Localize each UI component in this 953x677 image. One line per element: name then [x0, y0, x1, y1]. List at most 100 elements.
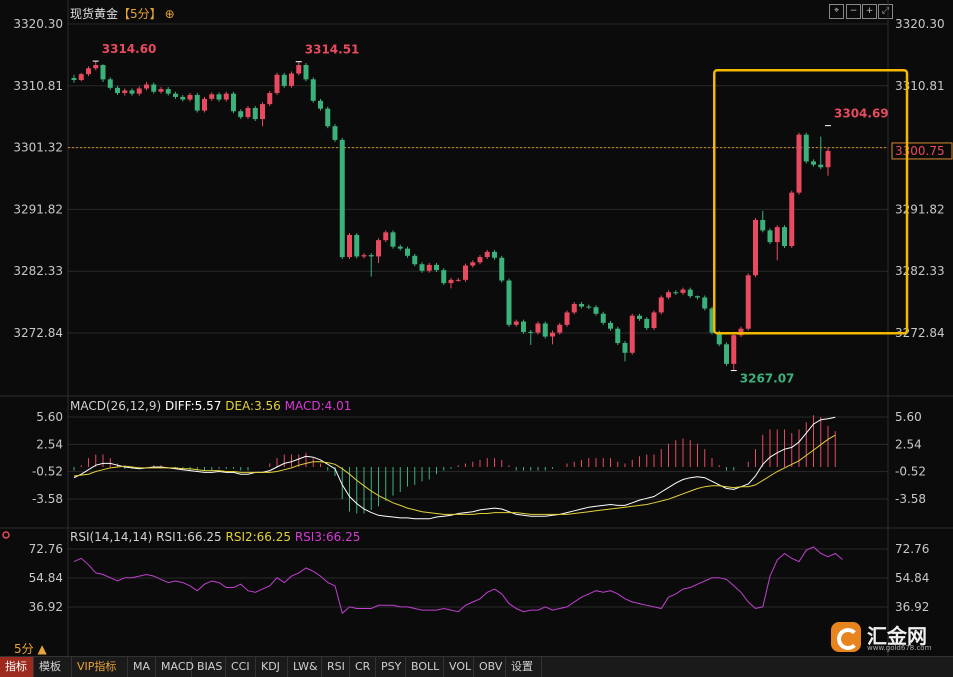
macd-tick-right-1: 2.54	[895, 437, 922, 451]
candle-body-56	[477, 257, 483, 263]
candle-body-4	[100, 65, 106, 80]
macd-legend: MACD(26,12,9) DIFF:5.57 DEA:3.56 MACD:4.…	[70, 399, 351, 413]
candle-body-14	[173, 93, 178, 97]
gold678-logo-icon	[831, 622, 861, 652]
fullscreen-icon[interactable]: ⤢	[878, 4, 893, 19]
crosshair-icon[interactable]: ⌖	[829, 4, 844, 19]
macd-tick-left-3: -3.58	[32, 492, 63, 506]
candle-body-8	[129, 90, 135, 94]
rsi-tick-left-1: 54.84	[29, 571, 63, 585]
candle-body-90	[724, 344, 729, 364]
candle-body-16	[187, 94, 193, 100]
candle-body-94	[753, 219, 758, 276]
annotation-label-2: 3304.69	[834, 107, 889, 121]
candle-body-82	[666, 292, 671, 298]
logo-name: 汇金网	[867, 624, 927, 648]
current-price-label: 3300.75	[895, 144, 945, 158]
y-tick-right-4: 3282.33	[895, 264, 945, 278]
candle-body-57	[484, 251, 490, 258]
candle-body-77	[629, 315, 635, 353]
candle-body-24	[245, 107, 251, 118]
macd-tick-left-1: 2.54	[36, 437, 63, 451]
candle-body-55	[470, 262, 476, 266]
toolbar-item-10[interactable]: CR	[350, 657, 376, 677]
y-tick-left-4: 3282.33	[13, 264, 63, 278]
period-selector[interactable]: 5分 ▲	[14, 642, 47, 656]
y-tick-left-1: 3310.81	[13, 79, 63, 93]
candle-body-102	[811, 161, 816, 165]
add-symbol-icon[interactable]: ⊕	[164, 7, 175, 21]
candle-body-10	[144, 84, 149, 89]
toolbar-item-2[interactable]: VIP指标	[72, 657, 128, 677]
y-tick-right-3: 3291.82	[895, 202, 945, 216]
toolbar-item-3[interactable]: MA	[128, 657, 156, 677]
candle-body-98	[782, 227, 787, 247]
rsi-tick-left-2: 36.92	[29, 600, 63, 614]
toolbar-item-14[interactable]: OBV	[474, 657, 506, 677]
candle-body-88	[709, 308, 715, 333]
candle-body-104	[825, 150, 831, 168]
candle-body-103	[818, 164, 824, 168]
candle-body-60	[506, 280, 512, 325]
toolbar-item-6[interactable]: CCI	[226, 657, 256, 677]
chart-title: 现货黄金【5分】 ⊕	[70, 5, 175, 22]
rsi-tick-left-0: 72.76	[29, 542, 63, 556]
toolbar-item-7[interactable]: KDJ	[256, 657, 288, 677]
candle-body-37	[339, 139, 345, 258]
candle-body-95	[760, 219, 766, 231]
candle-body-34	[318, 100, 323, 109]
candle-body-87	[702, 297, 708, 309]
toolbar-item-11[interactable]: PSY	[376, 657, 406, 677]
toolbar-item-4[interactable]: MACD	[156, 657, 194, 677]
candle-body-73	[600, 313, 606, 323]
candle-body-84	[680, 289, 686, 293]
toolbar-item-9[interactable]: RSI	[322, 657, 350, 677]
candle-body-52	[448, 279, 454, 284]
candle-body-63	[528, 331, 534, 333]
zoom-out-icon[interactable]: −	[846, 4, 861, 19]
macd-tick-right-0: 5.60	[895, 410, 922, 424]
macd-tick-left-0: 5.60	[36, 410, 63, 424]
annotation-label-3: 3267.07	[740, 372, 795, 386]
candle-body-65	[542, 323, 548, 337]
rsi-tick-right-0: 72.76	[895, 542, 929, 556]
candle-body-11	[151, 84, 157, 92]
candle-body-3	[93, 65, 99, 69]
toolbar-item-13[interactable]: VOL	[444, 657, 474, 677]
candle-body-33	[310, 79, 316, 101]
toolbar-item-5[interactable]: BIAS	[192, 657, 226, 677]
panel-marker-icon	[2, 531, 10, 539]
logo-url: www.gold678.com	[867, 644, 932, 652]
candle-body-6	[115, 87, 120, 94]
toolbar-item-12[interactable]: BOLL	[406, 657, 444, 677]
y-tick-left-0: 3320.30	[13, 17, 63, 31]
candle-body-81	[658, 297, 664, 313]
toolbar-item-1[interactable]: 模板	[34, 657, 72, 677]
candle-body-68	[564, 312, 570, 325]
candle-body-20	[216, 94, 222, 100]
candle-body-9	[136, 88, 142, 94]
candle-body-27	[267, 93, 273, 105]
candle-body-43	[383, 232, 389, 241]
candle-body-75	[615, 328, 621, 344]
candle-body-38	[347, 234, 352, 258]
candle-body-72	[593, 307, 599, 314]
toolbar-item-15[interactable]: 设置	[506, 657, 542, 677]
candle-body-80	[651, 312, 657, 329]
candle-body-42	[376, 240, 381, 257]
candle-body-92	[738, 328, 744, 336]
toolbar-item-8[interactable]: LW&	[288, 657, 322, 677]
period-label[interactable]: 【5分】	[118, 7, 162, 21]
candle-body-15	[180, 96, 186, 100]
candlestick-chart[interactable]: 3320.303320.303310.813310.813301.323301.…	[0, 0, 953, 656]
toolbar-item-0[interactable]: 指标	[0, 657, 34, 677]
candle-body-76	[622, 343, 628, 353]
rsi-legend: RSI(14,14,14) RSI1:66.25 RSI2:66.25 RSI3…	[70, 530, 360, 544]
candle-body-47	[412, 255, 418, 265]
candle-body-91	[731, 335, 737, 364]
candle-body-29	[281, 74, 287, 86]
candle-body-44	[390, 232, 396, 247]
y-tick-right-1: 3310.81	[895, 79, 945, 93]
y-tick-right-0: 3320.30	[895, 17, 945, 31]
zoom-in-icon[interactable]: +	[862, 4, 877, 19]
